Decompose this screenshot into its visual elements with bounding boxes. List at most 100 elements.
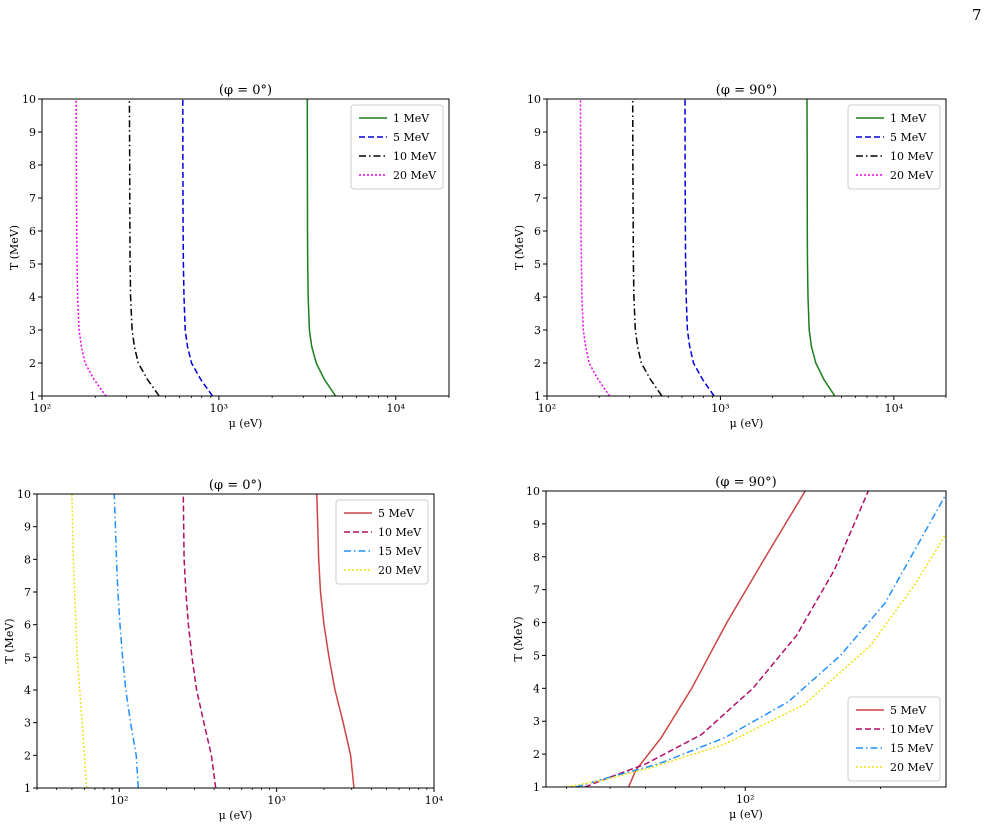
plot-frame [545, 490, 947, 788]
chart-top-right: 1 2 3 4 5 6 7 8 9 10 10² 10³ 10⁴ (φ = 90°) μ (eV) T (Me… [513, 83, 947, 430]
y-tick-label: 10 [527, 93, 541, 106]
legend-label: 5 MeV [393, 131, 430, 144]
x-tick-label: 10² [110, 794, 128, 807]
x-tick-label: 10³ [210, 402, 228, 415]
y-tick-label: 4 [534, 291, 541, 304]
series-line-10-mev [182, 494, 217, 788]
legend-label: 5 MeV [890, 704, 927, 717]
y-tick-label: 3 [533, 715, 540, 728]
y-tick-label: 1 [29, 390, 36, 403]
chart-bottom-left: 1 2 3 4 5 6 7 8 9 10 10² 10³ 10⁴ (φ = 0°) μ (eV) T (MeV… [3, 478, 444, 822]
x-tick-label: 10³ [267, 794, 285, 807]
y-tick-label: 9 [534, 126, 541, 139]
y-tick-label: 5 [24, 651, 31, 664]
y-tick-label: 3 [24, 717, 31, 730]
legend-label: 15 MeV [378, 545, 422, 558]
y-tick-label: 2 [24, 749, 31, 762]
legend-label: 20 MeV [378, 564, 422, 577]
legend-label: 5 MeV [890, 131, 927, 144]
y-tick-label: 8 [24, 553, 31, 566]
legend-label: 15 MeV [890, 742, 934, 755]
y-axis-label: T (MeV) [3, 618, 16, 663]
legend: 1 MeV 5 MeV 10 MeV 20 MeV [847, 104, 941, 190]
chart-title: (φ = 90°) [716, 83, 777, 98]
x-axis-label: μ (eV) [219, 809, 253, 822]
y-tick-label: 4 [24, 684, 31, 697]
series-line-10-mev [584, 491, 869, 787]
x-axis-label: μ (eV) [729, 808, 763, 821]
y-axis-label: T (MeV) [8, 225, 21, 270]
y-tick-label: 8 [534, 159, 541, 172]
series-line-20-mev [579, 99, 611, 396]
legend-label: 10 MeV [890, 723, 934, 736]
legend-label: 20 MeV [890, 169, 934, 182]
x-tick-label: 10² [538, 402, 556, 415]
series-line-20-mev [566, 533, 946, 787]
y-tick-label: 2 [534, 357, 541, 370]
y-tick-label: 1 [533, 781, 540, 794]
page-number: 7 [972, 6, 982, 24]
legend-box [350, 104, 444, 190]
series-line-1-mev [306, 99, 337, 396]
x-axis-label: μ (eV) [730, 417, 764, 430]
legend-label: 20 MeV [890, 761, 934, 774]
series-line-15-mev [113, 494, 140, 788]
y-tick-label: 5 [29, 258, 36, 271]
y-tick-label: 9 [533, 518, 540, 531]
y-tick-label: 3 [29, 324, 36, 337]
x-tick-label: 10² [33, 402, 51, 415]
y-tick-label: 5 [534, 258, 541, 271]
series-line-15-mev [575, 493, 946, 787]
series-line-10-mev [631, 99, 663, 396]
chart-bottom-right: 1 2 3 4 5 6 7 8 9 10 10² (φ = 90°) μ (eV) T (MeV) 5 Me… [512, 475, 947, 821]
legend-label: 1 MeV [890, 112, 927, 125]
legend-box [847, 104, 941, 190]
y-tick-label: 6 [534, 225, 541, 238]
y-tick-label: 8 [533, 551, 540, 564]
legend-label: 1 MeV [393, 112, 430, 125]
series-line-10-mev [128, 99, 160, 396]
y-tick-label: 7 [29, 192, 36, 205]
y-tick-label: 3 [534, 324, 541, 337]
y-tick-label: 7 [533, 584, 540, 597]
y-tick-label: 9 [29, 126, 36, 139]
legend-label: 5 MeV [378, 507, 415, 520]
legend-label: 10 MeV [393, 150, 437, 163]
legend-label: 10 MeV [378, 526, 422, 539]
chart-top-left: 1 2 3 4 5 6 7 8 9 10 10² 10³ 10⁴ (φ = 0°) μ (eV) T (MeV… [8, 83, 450, 430]
legend: 5 MeV 10 MeV 15 MeV 20 MeV [335, 499, 429, 585]
plot-frame [41, 98, 450, 397]
plot-frame [546, 98, 947, 397]
series-line-5-mev [627, 491, 806, 787]
y-tick-label: 4 [533, 682, 540, 695]
series-line-20-mev [71, 494, 88, 788]
plot-frame [36, 493, 435, 789]
y-tick-label: 10 [526, 485, 540, 498]
chart-title: (φ = 0°) [219, 83, 272, 98]
legend: 1 MeV 5 MeV 10 MeV 20 MeV [350, 104, 444, 190]
y-tick-label: 10 [22, 93, 36, 106]
x-tick-label: 10² [736, 793, 754, 806]
y-tick-label: 2 [533, 748, 540, 761]
y-axis-label: T (MeV) [512, 616, 525, 661]
series-line-5-mev [316, 494, 355, 788]
legend-label: 20 MeV [393, 169, 437, 182]
y-tick-label: 6 [24, 619, 31, 632]
chart-title: (φ = 0°) [209, 478, 262, 493]
x-tick-label: 10⁴ [425, 794, 444, 807]
y-tick-label: 4 [29, 291, 36, 304]
legend-box [335, 499, 429, 585]
series-line-20-mev [75, 99, 107, 396]
series-line-5-mev [182, 99, 214, 396]
x-tick-label: 10³ [711, 402, 729, 415]
x-tick-label: 10⁴ [885, 402, 904, 415]
legend-label: 10 MeV [890, 150, 934, 163]
y-tick-label: 6 [533, 617, 540, 630]
y-tick-label: 10 [17, 488, 31, 501]
series-line-1-mev [806, 99, 836, 396]
y-tick-label: 9 [24, 521, 31, 534]
y-tick-label: 7 [534, 192, 541, 205]
series-line-5-mev [684, 99, 715, 396]
x-axis-label: μ (eV) [229, 417, 263, 430]
y-axis-label: T (MeV) [513, 225, 526, 270]
